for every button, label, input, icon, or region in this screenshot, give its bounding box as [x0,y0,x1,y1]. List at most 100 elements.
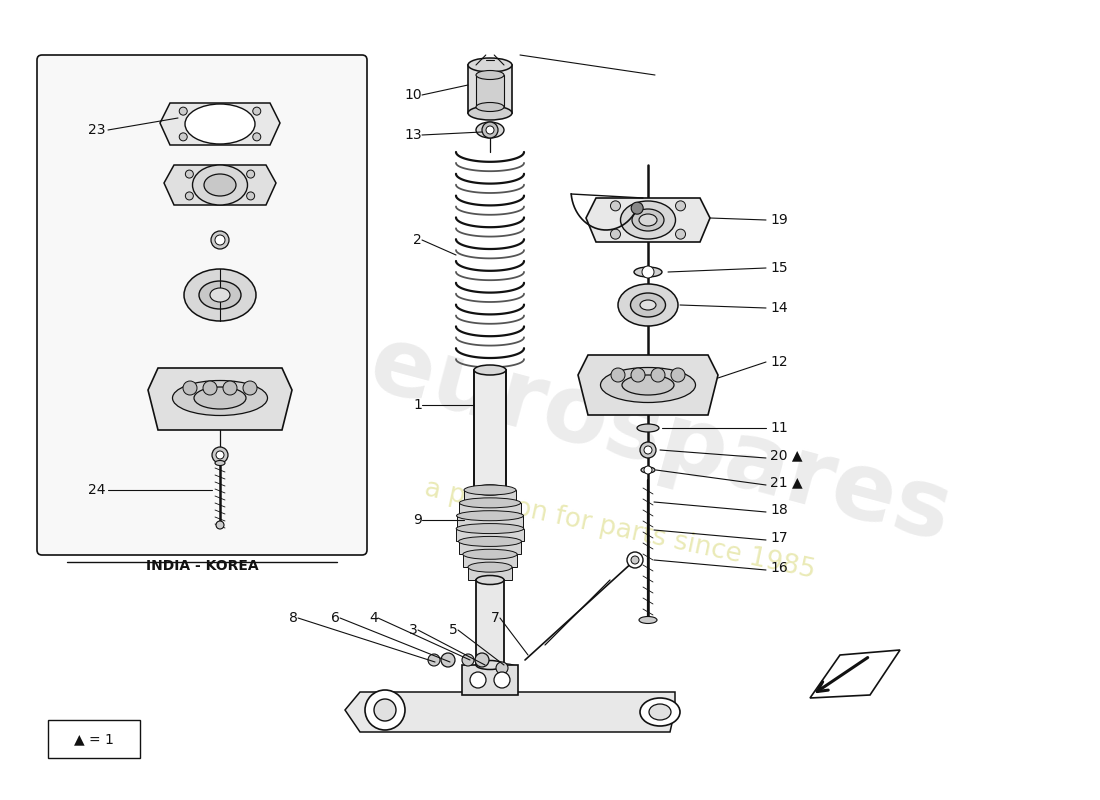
Ellipse shape [640,698,680,726]
Circle shape [216,521,224,529]
Text: 24: 24 [88,483,106,497]
Polygon shape [578,355,718,415]
Polygon shape [148,368,292,430]
Text: a passion for parts since 1985: a passion for parts since 1985 [422,476,817,584]
Text: 9: 9 [414,513,422,527]
Circle shape [610,201,620,211]
Circle shape [470,672,486,688]
FancyBboxPatch shape [37,55,367,555]
Circle shape [246,192,254,200]
Polygon shape [810,650,900,698]
Ellipse shape [649,704,671,720]
Circle shape [179,133,187,141]
Circle shape [610,229,620,239]
Ellipse shape [468,106,512,120]
Ellipse shape [459,537,521,546]
Ellipse shape [464,485,516,495]
Polygon shape [345,692,675,732]
Circle shape [610,368,625,382]
Circle shape [253,133,261,141]
Ellipse shape [204,174,236,196]
Circle shape [631,368,645,382]
Circle shape [214,235,225,245]
Ellipse shape [476,661,504,670]
Ellipse shape [640,300,656,310]
Circle shape [631,556,639,564]
Bar [468,567,512,580]
Circle shape [486,126,494,134]
Circle shape [374,699,396,721]
Ellipse shape [639,214,657,226]
Circle shape [675,229,685,239]
Ellipse shape [185,104,255,144]
Text: INDIA - KOREA: INDIA - KOREA [145,559,258,573]
Text: 4: 4 [370,611,378,625]
Circle shape [204,381,217,395]
Text: 11: 11 [770,421,788,435]
Circle shape [216,451,224,459]
Circle shape [365,690,405,730]
Ellipse shape [192,165,248,205]
Ellipse shape [173,381,267,415]
Circle shape [462,654,474,666]
Polygon shape [160,103,280,145]
Circle shape [644,466,652,474]
Ellipse shape [621,375,674,395]
Circle shape [494,672,510,688]
Ellipse shape [468,58,512,72]
Text: 5: 5 [449,623,458,637]
Ellipse shape [474,485,506,495]
Text: 23: 23 [88,123,106,137]
Text: 17: 17 [770,531,788,545]
Ellipse shape [639,617,657,623]
Circle shape [644,446,652,454]
Polygon shape [586,198,710,242]
Ellipse shape [214,461,225,466]
Bar [462,665,518,695]
Circle shape [631,202,644,214]
Text: 15: 15 [770,261,788,275]
Text: 2: 2 [414,233,422,247]
Ellipse shape [632,209,664,231]
Ellipse shape [630,293,666,317]
Ellipse shape [476,70,504,79]
Circle shape [642,266,654,278]
Circle shape [223,381,236,395]
Circle shape [428,654,440,666]
Circle shape [179,107,187,115]
Text: 19: 19 [770,213,788,227]
Text: 10: 10 [405,88,422,102]
Circle shape [246,170,254,178]
Text: 6: 6 [331,611,340,625]
Bar [464,490,516,503]
Text: 12: 12 [770,355,788,369]
Ellipse shape [199,281,241,309]
Text: ▲ = 1: ▲ = 1 [74,732,114,746]
Ellipse shape [460,498,520,508]
Circle shape [482,122,498,138]
Text: 7: 7 [492,611,500,625]
Circle shape [211,231,229,249]
Circle shape [627,552,644,568]
Circle shape [186,170,194,178]
Text: 20 ▲: 20 ▲ [770,448,803,462]
Ellipse shape [194,387,246,409]
Text: 8: 8 [289,611,298,625]
Ellipse shape [620,201,675,239]
Circle shape [475,653,490,667]
Bar [463,554,517,567]
Polygon shape [164,165,276,205]
Circle shape [651,368,666,382]
Text: 18: 18 [770,503,788,517]
Text: 3: 3 [409,623,418,637]
Bar [48,720,140,758]
Ellipse shape [463,550,517,559]
Ellipse shape [618,284,678,326]
Bar [460,503,520,516]
Ellipse shape [641,467,654,473]
Circle shape [441,653,455,667]
Ellipse shape [634,267,662,277]
Ellipse shape [474,365,506,375]
Text: 21 ▲: 21 ▲ [770,475,803,489]
Ellipse shape [601,367,695,402]
